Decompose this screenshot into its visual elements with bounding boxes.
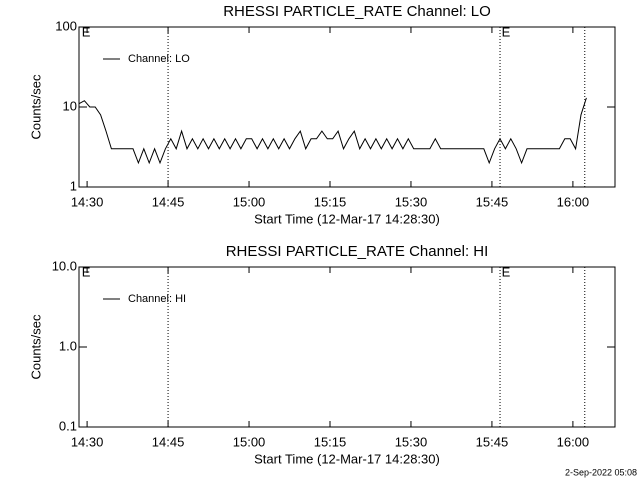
- x-tick-label: 14:30: [71, 194, 104, 209]
- y-axis-label: Counts/sec: [28, 74, 43, 140]
- event-marker: E: [502, 264, 511, 279]
- y-tick-label: 10: [63, 98, 77, 113]
- event-marker: E: [502, 24, 511, 39]
- legend-label: Channel: LO: [128, 53, 190, 65]
- x-tick-label: 15:00: [233, 194, 266, 209]
- x-tick-label: 15:45: [476, 194, 509, 209]
- x-axis-label: Start Time (12-Mar-17 14:28:30): [254, 211, 440, 226]
- x-axis-label: Start Time (12-Mar-17 14:28:30): [254, 451, 440, 466]
- y-tick-label: 1: [70, 178, 77, 193]
- y-axis-label: Counts/sec: [28, 314, 43, 380]
- x-tick-label: 16:00: [557, 434, 590, 449]
- x-tick-label: 14:45: [152, 194, 185, 209]
- event-marker: E: [82, 24, 91, 39]
- x-tick-label: 14:45: [152, 434, 185, 449]
- legend-label: Channel: HI: [128, 293, 186, 305]
- plot-frame: [78, 266, 616, 428]
- x-tick-label: 15:45: [476, 434, 509, 449]
- y-tick-label: 100: [55, 18, 77, 33]
- x-tick-label: 15:30: [395, 194, 428, 209]
- chart-title: RHESSI PARTICLE_RATE Channel: LO: [223, 3, 491, 20]
- data-line: [78, 97, 587, 165]
- event-marker: E: [82, 264, 91, 279]
- x-tick-label: 15:30: [395, 434, 428, 449]
- plot-frame: [78, 26, 616, 188]
- x-tick-label: 15:00: [233, 434, 266, 449]
- x-tick-label: 16:00: [557, 194, 590, 209]
- footer: 2-Sep-2022 05:08: [565, 467, 637, 477]
- y-tick-label: 10.0: [52, 258, 77, 273]
- chart-title: RHESSI PARTICLE_RATE Channel: HI: [226, 243, 489, 260]
- x-tick-label: 14:30: [71, 434, 104, 449]
- x-tick-label: 15:15: [314, 194, 347, 209]
- y-tick-label: 1.0: [59, 338, 77, 353]
- x-tick-label: 15:15: [314, 434, 347, 449]
- y-tick-label: 0.1: [59, 418, 77, 433]
